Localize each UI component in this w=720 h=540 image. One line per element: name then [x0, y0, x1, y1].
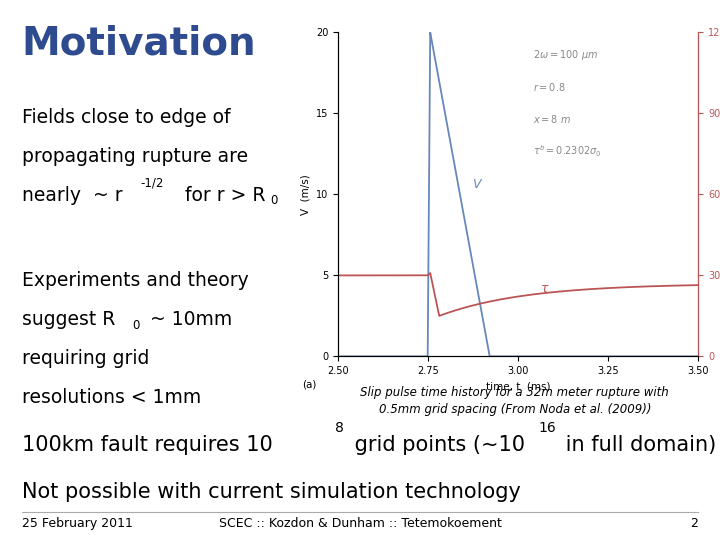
Text: 0: 0	[132, 319, 139, 332]
X-axis label: time, t  (ms): time, t (ms)	[486, 382, 551, 392]
Text: propagating rupture are: propagating rupture are	[22, 147, 248, 166]
Text: 2: 2	[690, 517, 698, 530]
Text: $\tau$: $\tau$	[540, 281, 549, 295]
Text: in full domain): in full domain)	[559, 435, 716, 455]
Text: $V$: $V$	[472, 178, 483, 191]
Text: for r > R: for r > R	[179, 186, 265, 205]
Text: 25 February 2011: 25 February 2011	[22, 517, 132, 530]
Text: $\tau^b = 0.2302\sigma_0$: $\tau^b = 0.2302\sigma_0$	[533, 144, 601, 159]
Text: grid points (~10: grid points (~10	[348, 435, 526, 455]
Text: 8: 8	[335, 421, 343, 435]
Text: $x = 8\ m$: $x = 8\ m$	[533, 113, 571, 125]
Text: Motivation: Motivation	[22, 24, 256, 62]
Text: suggest R: suggest R	[22, 310, 115, 329]
Text: Fields close to edge of: Fields close to edge of	[22, 108, 230, 127]
Text: Slip pulse time history for a 32m meter rupture with
0.5mm grid spacing (From No: Slip pulse time history for a 32m meter …	[361, 386, 669, 416]
Text: $2\omega = 100\ \mu m$: $2\omega = 100\ \mu m$	[533, 48, 598, 62]
Text: -1/2: -1/2	[140, 176, 163, 189]
Text: Not possible with current simulation technology: Not possible with current simulation tec…	[22, 482, 521, 502]
Text: ~ 10mm: ~ 10mm	[144, 310, 233, 329]
Text: requiring grid: requiring grid	[22, 349, 149, 368]
Text: resolutions < 1mm: resolutions < 1mm	[22, 388, 201, 407]
Text: Experiments and theory: Experiments and theory	[22, 271, 248, 291]
Y-axis label: V  (m/s): V (m/s)	[301, 174, 311, 215]
Text: 0: 0	[270, 194, 277, 207]
Text: 100km fault requires 10: 100km fault requires 10	[22, 435, 272, 455]
Text: SCEC :: Kozdon & Dunham :: Tetemokoement: SCEC :: Kozdon & Dunham :: Tetemokoement	[219, 517, 501, 530]
Text: $r = 0.8$: $r = 0.8$	[533, 80, 565, 93]
Text: (a): (a)	[302, 379, 317, 389]
Text: nearly  ~ r: nearly ~ r	[22, 186, 122, 205]
Text: 16: 16	[539, 421, 557, 435]
